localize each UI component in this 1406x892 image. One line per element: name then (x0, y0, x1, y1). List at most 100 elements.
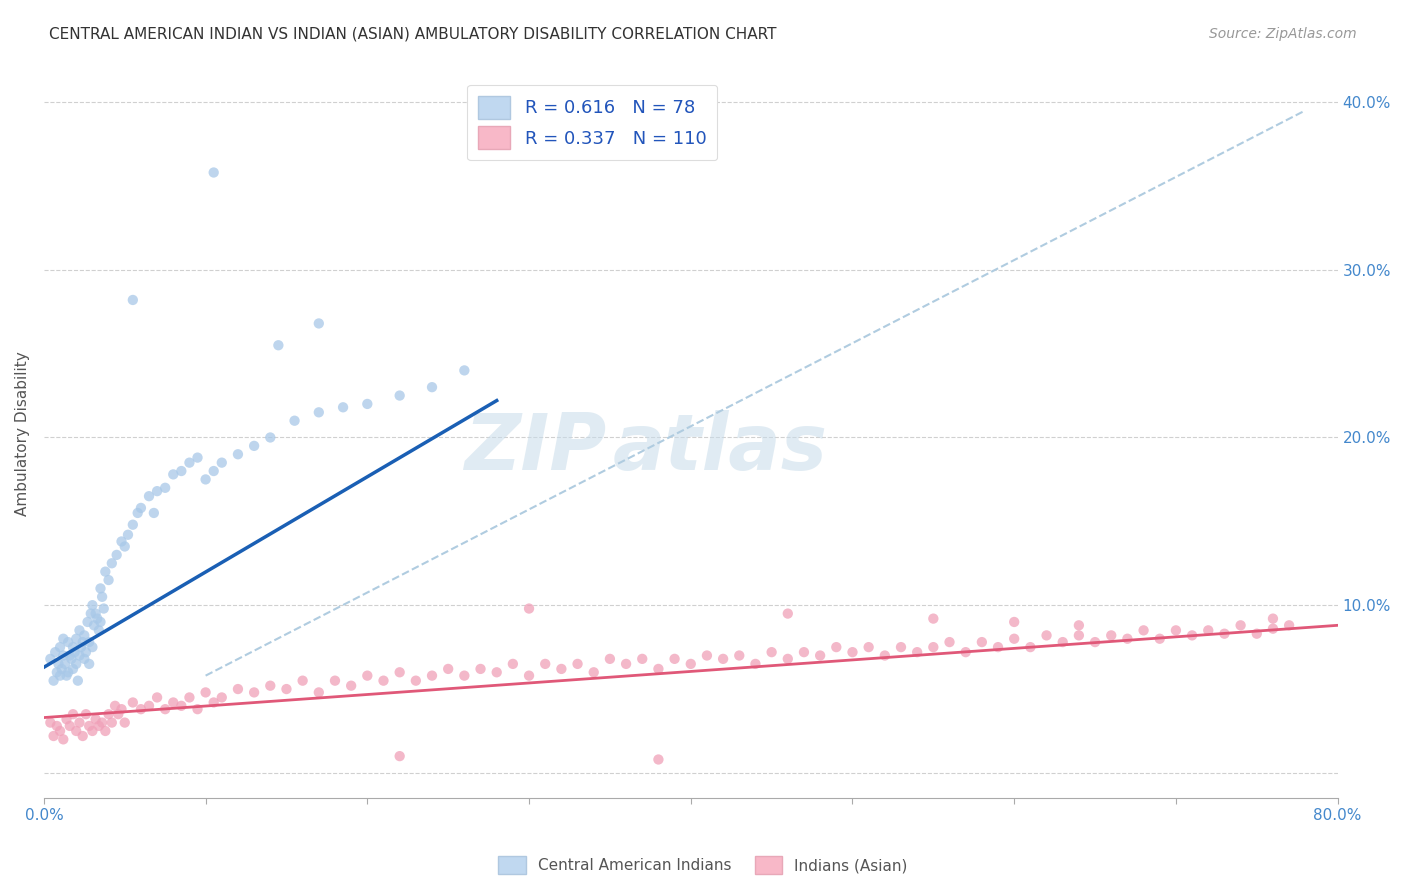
Point (340, 679, 363, 693)
Point (138, 698, 160, 713)
Point (841, 645, 863, 659)
Point (388, 388, 411, 402)
Point (138, 489, 160, 503)
Point (825, 640, 848, 654)
Point (323, 673, 346, 688)
Point (938, 635, 960, 649)
Point (62, 707, 84, 722)
Point (45, 719, 67, 733)
Point (1002, 632, 1025, 646)
Point (80, 607, 103, 621)
Point (89, 615, 111, 629)
Point (1229, 618, 1251, 632)
Point (179, 690, 201, 705)
Point (243, 685, 266, 699)
Point (49, 640, 72, 654)
Point (470, 662, 492, 676)
Point (101, 556, 124, 570)
Point (711, 652, 734, 666)
Point (49, 723, 72, 738)
Point (388, 665, 411, 680)
Point (170, 464, 193, 478)
Point (59, 719, 82, 733)
Point (75, 645, 97, 659)
Point (73, 652, 96, 666)
Point (858, 640, 880, 654)
Point (1084, 635, 1107, 649)
Point (45, 665, 67, 680)
Point (1132, 624, 1154, 638)
Point (308, 685, 330, 699)
Point (1116, 632, 1139, 646)
Point (243, 439, 266, 453)
Point (485, 665, 508, 680)
Point (77, 635, 100, 649)
Point (890, 640, 912, 654)
Point (162, 696, 184, 710)
Point (62, 662, 84, 676)
Point (332, 401, 354, 415)
Point (922, 612, 945, 626)
Point (1002, 615, 1025, 629)
Point (1052, 635, 1074, 649)
Text: atlas: atlas (613, 410, 828, 486)
Point (69, 624, 91, 638)
Point (517, 668, 540, 682)
Legend: R = 0.616   N = 78, R = 0.337   N = 110: R = 0.616 N = 78, R = 0.337 N = 110 (467, 85, 717, 161)
Point (453, 363, 475, 377)
Point (77, 657, 100, 671)
Point (582, 665, 605, 680)
Point (162, 467, 184, 482)
Point (534, 657, 557, 671)
Point (121, 517, 143, 532)
Point (179, 456, 201, 470)
Point (373, 673, 395, 688)
Point (696, 648, 718, 663)
Point (202, 696, 225, 710)
Point (39, 652, 62, 666)
Point (276, 681, 298, 696)
Point (76, 615, 98, 629)
Point (1019, 640, 1042, 654)
Point (679, 657, 702, 671)
Point (1213, 626, 1236, 640)
Point (259, 679, 281, 693)
Point (259, 430, 281, 444)
Point (308, 317, 330, 331)
Point (1261, 612, 1284, 626)
Point (970, 635, 993, 649)
Point (62, 640, 84, 654)
Point (1278, 618, 1301, 632)
Point (146, 484, 169, 499)
Point (153, 702, 176, 716)
Point (1164, 624, 1187, 638)
Point (101, 715, 124, 730)
Point (60, 652, 83, 666)
Point (1067, 628, 1090, 642)
Point (420, 380, 443, 394)
Point (65, 632, 87, 646)
Point (82, 640, 104, 654)
Point (55, 668, 77, 682)
Point (226, 447, 249, 461)
Point (308, 405, 330, 419)
Point (121, 293, 143, 307)
Point (356, 397, 378, 411)
Point (356, 668, 378, 682)
Point (114, 715, 136, 730)
Point (114, 540, 136, 554)
Point (93, 601, 115, 615)
Point (955, 645, 977, 659)
Point (631, 652, 654, 666)
Y-axis label: Ambulatory Disability: Ambulatory Disability (15, 351, 30, 516)
Point (987, 640, 1010, 654)
Point (84, 712, 107, 726)
Point (110, 702, 132, 716)
Point (1099, 628, 1122, 642)
Point (105, 548, 128, 562)
Point (83, 618, 105, 632)
Point (127, 506, 149, 520)
Point (70, 640, 93, 654)
Point (56, 635, 79, 649)
Point (1181, 628, 1204, 642)
